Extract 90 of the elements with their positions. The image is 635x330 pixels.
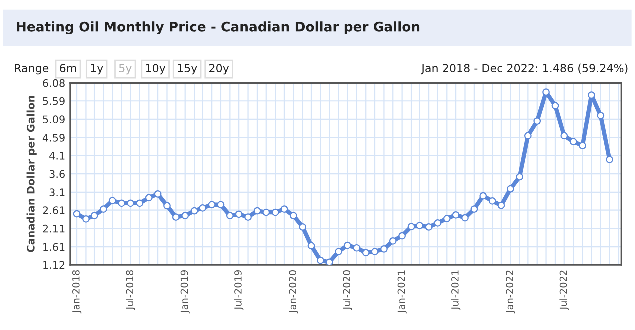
x-tick-label: Jan-2022 [506,270,516,314]
point [579,142,586,150]
text: 15y [178,64,198,75]
point [425,224,433,231]
point [389,237,397,245]
y-tick-label: 4.59 [42,134,65,142]
point [272,208,280,216]
y-tick-label: 5.59 [43,97,65,106]
text: 6m [60,64,76,73]
point [127,200,134,208]
text: Jan 2018 - Dec 2022: 1.486 (59.24%) [421,64,628,75]
point [524,132,532,140]
point [588,92,596,99]
point [488,198,496,205]
point [326,258,334,265]
point [317,256,324,264]
point [398,232,406,240]
point [100,206,108,213]
point [226,212,234,220]
point [262,208,270,216]
point [199,204,207,212]
point [217,201,225,209]
point [280,206,288,213]
y-tick-label: 4.1 [50,152,65,160]
x-tick-label: Jul-2018 [126,270,136,310]
text: 5y [119,64,132,75]
y-tick-label: 2.11 [43,224,65,233]
point [136,200,144,208]
point [534,118,542,125]
point [145,194,153,202]
point [416,222,424,230]
y-tick-label: 2.61 [43,206,65,214]
y-tick-label: 6.08 [43,79,65,88]
point [597,112,605,120]
y-axis-title: Canadian Dollar per Gallon [26,96,37,252]
text: 1y [91,64,104,75]
point [182,212,190,220]
x-tick-label: Jul-2019 [234,270,244,310]
point [570,138,578,146]
x-tick-label: Jan-2019 [180,270,190,314]
point [498,202,506,210]
point [235,210,243,218]
point [606,156,614,164]
x-tick-label: Jul-2020 [343,270,352,310]
point [299,224,307,231]
point [552,102,560,110]
point [462,214,469,222]
x-tick-label: Jan-2020 [289,270,298,314]
point [154,190,162,198]
point [344,242,352,250]
point [73,210,81,218]
point [290,212,298,220]
point [118,200,126,208]
y-tick-label: 3.1 [50,188,65,197]
point [480,192,488,200]
point [516,173,524,181]
y-tick-label: 1.61 [44,243,65,252]
point [190,207,198,215]
point [353,244,361,252]
x-tick-label: Jan-2018 [72,270,82,314]
point [244,214,252,222]
point [254,207,262,215]
point [82,215,90,223]
point [90,212,98,220]
point [443,215,451,222]
point [308,242,316,250]
point [172,214,180,222]
text: 10y [146,64,166,75]
point [380,246,388,253]
y-tick-label: 5.09 [43,116,65,124]
point [362,249,370,257]
point [108,197,116,205]
x-tick-label: Jul-2021 [451,270,461,310]
x-tick-label: Jul-2022 [560,270,570,310]
y-tick-label: 3.6 [50,170,65,178]
point [560,132,568,140]
point [371,248,379,256]
text: Range [15,64,49,75]
point [470,206,478,213]
text: 20y [210,64,230,75]
y-tick-label: 1.12 [44,261,65,269]
point [335,248,342,256]
point [208,201,216,209]
point [506,185,514,193]
point [408,223,416,231]
chart-title: Heating Oil Monthly Price - Canadian Dollar per Gallon [17,22,420,34]
point [164,202,171,210]
point [452,211,460,219]
x-tick-label: Jan-2021 [398,270,407,314]
point [434,220,442,227]
